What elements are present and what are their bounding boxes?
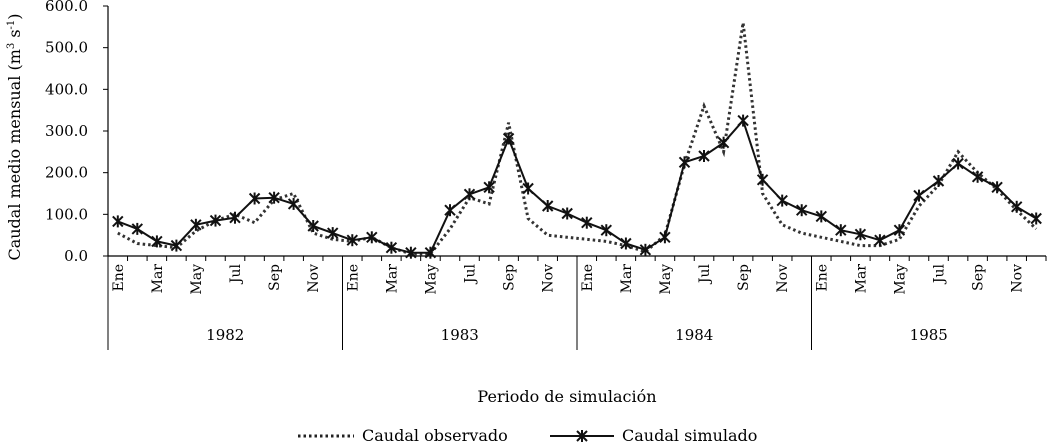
simulado-point — [561, 207, 573, 220]
x-axis-title: Periodo de simulación — [477, 387, 656, 406]
month-label: Jul — [697, 263, 713, 285]
month-label: Mar — [384, 264, 400, 294]
simulado-point — [209, 214, 222, 227]
month-label: Mar — [619, 264, 635, 294]
series-simulado-line — [117, 118, 1037, 254]
month-label: May — [423, 264, 439, 295]
simulado-point — [248, 192, 261, 205]
simulado-point — [366, 231, 378, 244]
simulado-point — [659, 231, 671, 244]
legend: Caudal observado Caudal simulado — [298, 426, 757, 442]
simulado-point — [795, 204, 808, 217]
simulado-point — [424, 246, 437, 259]
simulado-point — [952, 157, 964, 170]
simulado-point — [913, 189, 925, 202]
simulado-point — [190, 218, 202, 231]
simulado-point — [756, 173, 769, 186]
simulado-point — [268, 191, 280, 204]
simulado-point — [405, 246, 417, 259]
month-label: Ene — [814, 264, 830, 292]
simulado-point — [326, 227, 339, 240]
simulado-point — [502, 132, 515, 145]
y-tick-label: 200.0 — [45, 164, 88, 182]
simulado-point — [639, 243, 652, 256]
month-label: Sep — [971, 264, 987, 291]
simulado-point — [991, 181, 1003, 194]
simulado-point — [151, 235, 163, 248]
simulado-point — [1030, 212, 1042, 225]
simulado-point — [229, 211, 241, 224]
y-axis: 0.0 100.0 200.0 300.0 400.0 500.0 600.0 — [45, 0, 109, 265]
simulado-point — [541, 200, 554, 212]
y-tick-label: 500.0 — [45, 39, 88, 57]
month-label: Sep — [267, 264, 283, 291]
simulado-point — [463, 188, 476, 201]
month-label: Ene — [111, 264, 127, 292]
legend-simulado-marker — [576, 430, 588, 442]
y-tick-label: 100.0 — [45, 205, 88, 223]
simulado-point — [346, 234, 359, 247]
series-layer — [112, 22, 1042, 259]
month-label: Ene — [580, 264, 596, 292]
simulado-point — [678, 156, 691, 169]
simulado-point — [717, 136, 730, 149]
month-label: Mar — [853, 264, 869, 294]
simulado-point — [581, 216, 593, 229]
month-label: Nov — [775, 264, 791, 293]
month-label: May — [189, 264, 205, 295]
y-axis-title: Caudal medio mensual (m3 s-1) — [5, 13, 24, 260]
month-label: Mar — [150, 264, 166, 294]
simulado-point — [444, 204, 456, 217]
y-tick-label: 600.0 — [45, 0, 88, 15]
simulado-point — [854, 228, 867, 241]
y-tick-label: 0.0 — [64, 247, 88, 265]
simulado-point — [287, 197, 300, 210]
legend-simulado-label: Caudal simulado — [622, 426, 757, 442]
legend-observado-label: Caudal observado — [362, 426, 508, 442]
simulado-point — [698, 150, 710, 162]
simulado-point — [483, 181, 495, 194]
simulado-point — [600, 224, 613, 237]
month-label: May — [892, 264, 908, 295]
simulado-point — [971, 170, 984, 183]
month-label: Nov — [306, 264, 322, 293]
y-tick-label: 400.0 — [45, 80, 88, 98]
month-label: Sep — [736, 264, 752, 291]
simulado-point — [815, 210, 828, 223]
simulado-point — [835, 224, 847, 237]
month-label: Jul — [463, 263, 479, 285]
year-label: 1983 — [441, 326, 479, 344]
x-axis: Ene Mar May Jul Sep Nov Ene Mar May Jul Sep Nov Ene M… — [107, 255, 1047, 350]
simulado-point — [893, 224, 906, 237]
simulado-point — [737, 114, 749, 127]
simulado-point — [874, 234, 886, 247]
simulado-point — [131, 222, 144, 235]
month-label: Nov — [541, 264, 557, 293]
month-label: Jul — [228, 263, 244, 285]
year-label: 1985 — [910, 326, 948, 344]
month-label: Nov — [1010, 264, 1026, 293]
simulado-point — [776, 194, 788, 207]
simulado-point — [112, 215, 124, 228]
month-label: Sep — [502, 264, 518, 291]
month-label: Ene — [345, 264, 361, 292]
simulado-point — [1010, 200, 1023, 213]
simulado-point — [522, 182, 534, 195]
simulado-point — [385, 241, 398, 254]
series-observado-line — [117, 22, 1038, 256]
month-label: May — [658, 264, 674, 295]
y-tick-label: 300.0 — [45, 122, 88, 140]
year-label: 1982 — [206, 326, 244, 344]
simulado-point — [932, 175, 945, 187]
simulado-point — [620, 237, 632, 250]
simulado-point — [170, 239, 183, 252]
year-label: 1984 — [675, 326, 713, 344]
month-label: Jul — [932, 263, 948, 285]
simulado-point — [307, 220, 319, 232]
